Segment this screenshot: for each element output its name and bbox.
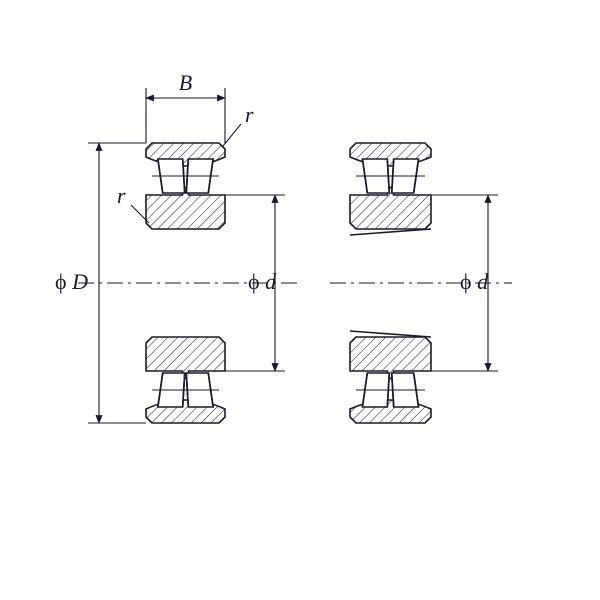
dim-label-d-right: ϕ d bbox=[460, 269, 489, 294]
dim-label-d-left: ϕ d bbox=[248, 269, 277, 294]
label-r-inner: r bbox=[117, 183, 126, 208]
label-r-outer: r bbox=[245, 102, 254, 127]
dim-label-D: ϕ D bbox=[55, 269, 88, 294]
bearing-cross-section-diagram: Bϕ D ϕ d ϕ d r r bbox=[0, 0, 600, 600]
dim-label-B: B bbox=[179, 70, 192, 95]
